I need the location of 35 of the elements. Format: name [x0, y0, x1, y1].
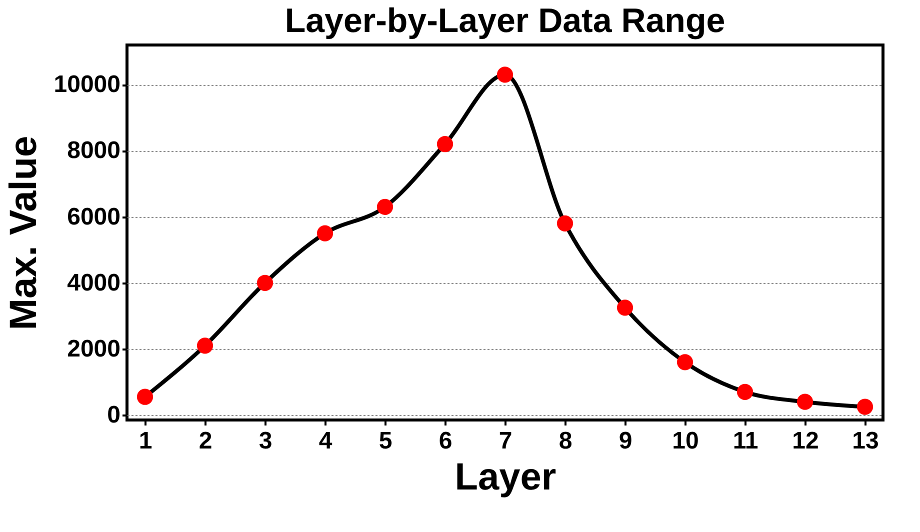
y-axis-title: Max. Value [2, 136, 45, 330]
y-tick-label: 6000 [67, 203, 120, 230]
x-tick-label: 8 [558, 428, 572, 454]
x-tick-label: 1 [138, 428, 152, 454]
y-tick-label: 2000 [67, 335, 120, 362]
x-tick-label: 13 [852, 428, 879, 454]
point [856, 398, 874, 415]
x-tick-label: 7 [498, 428, 512, 454]
point [256, 274, 274, 291]
x-axis-title: Layer [454, 456, 556, 498]
x-tick-label: 10 [672, 428, 699, 454]
point [316, 225, 334, 242]
x-tick-label: 12 [792, 428, 819, 454]
point [496, 66, 514, 83]
x-tick-label: 9 [618, 428, 632, 454]
x-tick-label: 3 [258, 428, 272, 454]
chart-title: Layer-by-Layer Data Range [284, 2, 726, 40]
y-tick-label: 8000 [67, 137, 120, 164]
x-tick-label: 11 [732, 428, 758, 454]
y-tick-label: 10000 [54, 71, 120, 98]
point [676, 354, 694, 370]
x-tick-label: 5 [378, 428, 392, 454]
point [796, 394, 814, 410]
point [136, 388, 154, 405]
point [616, 300, 634, 316]
point [436, 136, 454, 152]
y-tick-label: 4000 [67, 269, 120, 296]
x-tick-label: 6 [438, 428, 452, 454]
x-tick-label: 2 [198, 428, 212, 454]
point [196, 338, 214, 354]
y-tick-label: 0 [107, 402, 120, 429]
point [556, 215, 574, 232]
x-tick-label: 4 [318, 428, 333, 454]
point [736, 384, 754, 400]
point [376, 198, 394, 215]
